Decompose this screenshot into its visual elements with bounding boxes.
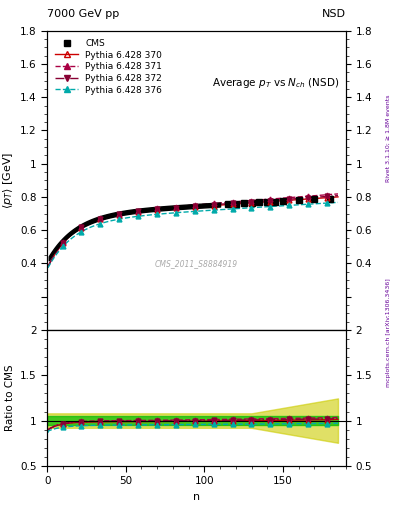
Text: CMS_2011_S8884919: CMS_2011_S8884919: [155, 260, 238, 269]
Text: Average $p_T$ vs $N_{ch}$ (NSD): Average $p_T$ vs $N_{ch}$ (NSD): [213, 76, 340, 90]
Legend: CMS, Pythia 6.428 370, Pythia 6.428 371, Pythia 6.428 372, Pythia 6.428 376: CMS, Pythia 6.428 370, Pythia 6.428 371,…: [51, 35, 165, 98]
Text: Rivet 3.1.10; ≥ 1.8M events: Rivet 3.1.10; ≥ 1.8M events: [386, 95, 391, 182]
Y-axis label: $\langle p_T \rangle$ [GeV]: $\langle p_T \rangle$ [GeV]: [0, 152, 15, 209]
Text: NSD: NSD: [322, 9, 346, 19]
Text: mcplots.cern.ch [arXiv:1306.3436]: mcplots.cern.ch [arXiv:1306.3436]: [386, 279, 391, 387]
Text: 7000 GeV pp: 7000 GeV pp: [47, 9, 119, 19]
X-axis label: n: n: [193, 492, 200, 502]
Y-axis label: Ratio to CMS: Ratio to CMS: [5, 365, 15, 431]
